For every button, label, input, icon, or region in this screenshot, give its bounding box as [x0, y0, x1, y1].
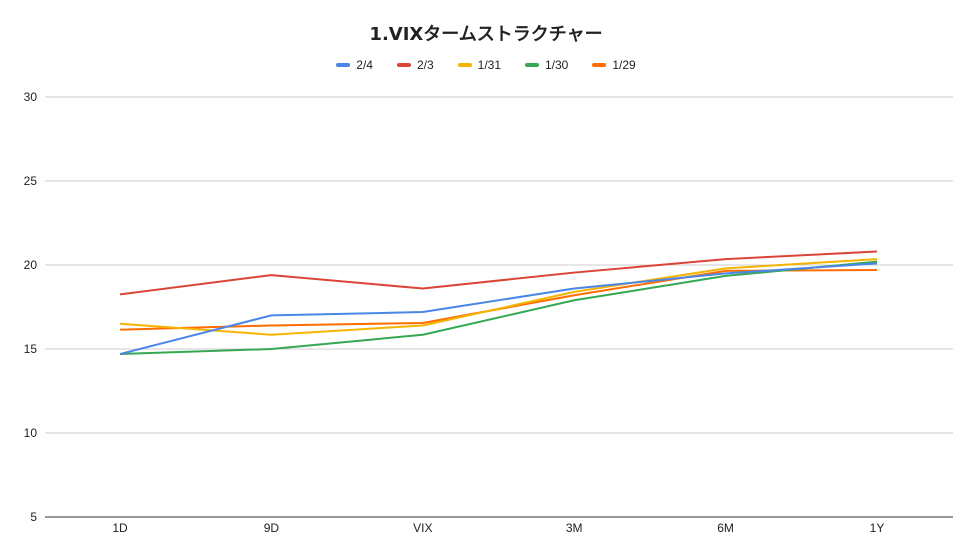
legend-label: 2/4	[356, 58, 373, 72]
x-tick-label: VIX	[413, 521, 432, 535]
legend-swatch	[592, 63, 607, 67]
legend-swatch	[457, 63, 472, 67]
legend-swatch	[396, 63, 411, 67]
y-tick-label: 5	[30, 510, 37, 524]
legend-item: 1/31	[457, 58, 501, 72]
legend-label: 2/3	[416, 58, 434, 72]
y-tick-label: 20	[24, 258, 38, 272]
y-tick-label: 30	[24, 90, 38, 104]
x-tick-label: 1Y	[870, 521, 885, 535]
legend-item: 1/29	[592, 58, 636, 72]
x-tick-label: 6M	[717, 521, 734, 535]
y-tick-label: 10	[24, 426, 38, 440]
legend: 2/4 2/3 1/31 1/30 1/29	[0, 58, 972, 72]
legend-item: 2/4	[336, 58, 373, 72]
x-tick-label: 9D	[264, 521, 280, 535]
series-line-2-3	[119, 250, 878, 296]
y-tick-label: 25	[24, 174, 38, 188]
x-tick-label: 3M	[566, 521, 583, 535]
legend-label: 1/30	[545, 58, 569, 72]
legend-label: 1/29	[612, 58, 636, 72]
legend-label: 1/31	[477, 58, 501, 72]
series-line-1-31	[119, 258, 878, 336]
series-line-1-30	[119, 260, 878, 356]
series-line-2-4	[119, 262, 878, 356]
chart-title: 1.VIXタームストラクチャー	[369, 24, 603, 45]
legend-swatch	[525, 63, 539, 67]
x-tick-label: 1D	[112, 521, 128, 535]
legend-item: 1/30	[525, 58, 568, 72]
y-tick-label: 15	[24, 342, 38, 356]
legend-item: 2/3	[396, 58, 434, 72]
legend-swatch	[336, 63, 351, 67]
